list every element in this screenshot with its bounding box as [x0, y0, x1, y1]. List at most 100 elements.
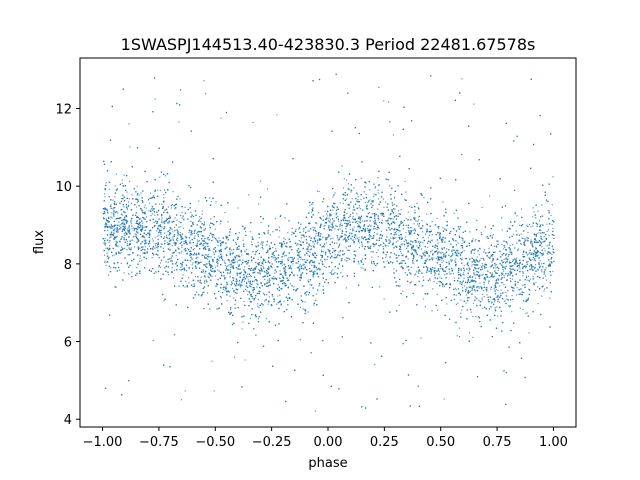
scatter-point — [225, 247, 227, 249]
scatter-point — [279, 294, 281, 296]
scatter-point — [374, 187, 376, 189]
scatter-point — [377, 225, 379, 227]
scatter-point — [291, 231, 293, 233]
scatter-point — [234, 256, 236, 258]
scatter-point — [346, 240, 348, 242]
scatter-point — [291, 234, 293, 236]
scatter-point — [370, 235, 372, 237]
scatter-point — [205, 279, 207, 281]
scatter-point — [152, 240, 154, 242]
scatter-point — [483, 249, 486, 251]
scatter-point — [325, 253, 327, 255]
scatter-point — [133, 230, 135, 232]
scatter-point — [483, 283, 485, 285]
scatter-point — [539, 260, 541, 262]
scatter-point — [215, 201, 217, 203]
scatter-point — [470, 279, 472, 281]
scatter-point — [108, 216, 110, 218]
scatter-point — [348, 203, 350, 205]
scatter-point — [407, 246, 409, 248]
scatter-point — [208, 234, 211, 237]
scatter-point — [243, 266, 246, 268]
scatter-point — [267, 285, 269, 287]
scatter-point — [531, 253, 533, 255]
scatter-point — [302, 308, 304, 310]
scatter-point — [534, 240, 536, 242]
scatter-point — [205, 263, 207, 265]
scatter-point — [416, 271, 418, 273]
scatter-point — [500, 293, 502, 295]
scatter-point — [506, 243, 508, 245]
scatter-point — [164, 189, 166, 191]
scatter-point — [482, 265, 484, 267]
scatter-point — [313, 304, 315, 306]
scatter-point — [360, 177, 362, 179]
scatter-point — [232, 264, 234, 267]
scatter-point — [409, 243, 411, 245]
scatter-point — [217, 244, 219, 246]
scatter-point — [459, 226, 461, 228]
scatter-point — [274, 217, 277, 219]
scatter-point — [400, 247, 402, 249]
scatter-point — [358, 247, 360, 249]
scatter-point — [275, 229, 277, 231]
scatter-point — [158, 229, 160, 231]
scatter-point — [235, 242, 237, 244]
scatter-point — [151, 238, 153, 240]
scatter-point — [126, 249, 128, 251]
scatter-point — [163, 299, 165, 301]
scatter-point — [516, 242, 518, 244]
scatter-point — [427, 246, 429, 248]
scatter-point — [180, 399, 182, 401]
scatter-point — [546, 279, 548, 281]
scatter-point — [525, 312, 527, 314]
scatter-point — [437, 253, 439, 255]
scatter-point — [267, 303, 269, 305]
scatter-point — [194, 235, 196, 237]
scatter-point — [327, 219, 330, 222]
scatter-point — [369, 246, 371, 248]
scatter-point — [364, 227, 367, 229]
scatter-point — [264, 259, 266, 261]
scatter-point — [395, 257, 397, 259]
scatter-point — [410, 266, 412, 268]
scatter-point — [472, 302, 475, 304]
scatter-point — [514, 213, 516, 215]
scatter-point — [466, 245, 469, 247]
scatter-point — [455, 289, 457, 291]
scatter-point — [488, 277, 490, 279]
scatter-point — [312, 226, 314, 229]
scatter-point — [179, 198, 181, 200]
scatter-point — [442, 258, 444, 260]
scatter-point — [328, 217, 330, 219]
scatter-point — [161, 203, 163, 205]
scatter-point — [537, 254, 539, 256]
scatter-point — [534, 234, 536, 236]
scatter-point — [541, 295, 543, 297]
scatter-point — [355, 250, 357, 252]
scatter-point — [263, 278, 266, 281]
scatter-point — [542, 252, 544, 254]
scatter-point — [437, 242, 439, 244]
scatter-point — [105, 247, 107, 249]
scatter-point — [124, 247, 126, 249]
scatter-point — [506, 259, 509, 261]
scatter-point — [431, 310, 433, 312]
scatter-point — [537, 268, 539, 270]
scatter-point — [405, 240, 408, 242]
scatter-point — [506, 298, 508, 300]
scatter-point — [448, 271, 450, 273]
scatter-point — [162, 222, 164, 224]
scatter-point — [136, 267, 138, 269]
scatter-point — [360, 198, 362, 201]
scatter-point — [523, 291, 525, 294]
scatter-point — [258, 237, 260, 239]
scatter-point — [283, 269, 285, 271]
scatter-point — [262, 265, 264, 268]
scatter-point — [128, 198, 130, 200]
scatter-point — [318, 285, 320, 287]
scatter-point — [466, 289, 468, 291]
scatter-point — [126, 228, 128, 230]
scatter-point — [246, 290, 248, 292]
scatter-point — [126, 191, 128, 193]
